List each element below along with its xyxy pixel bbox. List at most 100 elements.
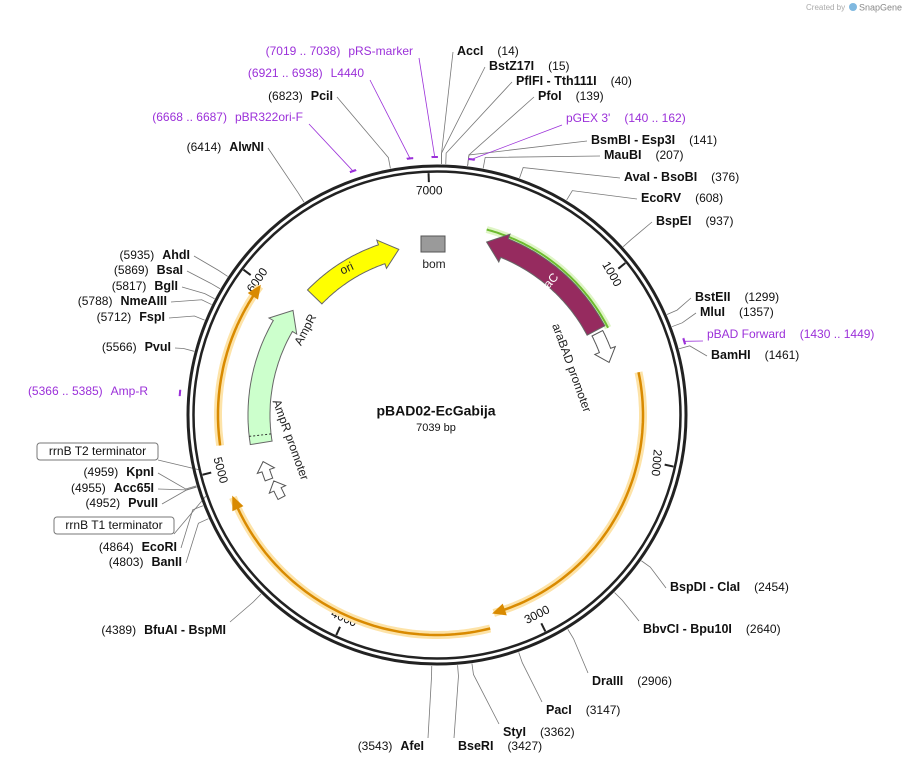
site-name: DraIII: [592, 674, 623, 688]
site-position: (5712): [97, 310, 132, 324]
orf-halo: [229, 495, 492, 639]
site-position: (3543): [358, 739, 393, 753]
site-name: BsaI: [157, 263, 183, 277]
site-label: BsmBI - Esp3I (141): [591, 133, 717, 147]
site-label: AccI (14): [457, 44, 519, 58]
tick-mark: [242, 268, 252, 276]
site-label: PacI (3147): [546, 703, 620, 717]
site-label: DraIII (2906): [592, 674, 672, 688]
orf-halo: [492, 371, 647, 617]
site-name: BstEII: [695, 290, 730, 304]
site-leader: [161, 486, 197, 505]
site-position: (40): [611, 74, 632, 88]
brand: SnapGene: [859, 2, 902, 12]
site-leader: [518, 652, 543, 703]
primer-name: pBR322ori-F: [235, 110, 303, 124]
tick-label: 2000: [649, 449, 665, 477]
site-name: EcoRV: [641, 191, 682, 205]
site-leader: [453, 665, 459, 739]
tick-mark: [202, 471, 212, 476]
tick-mark: [664, 463, 674, 468]
site-name: PvuI: [145, 340, 171, 354]
site-label: BspDI - ClaI (2454): [670, 580, 789, 594]
site-leader: [157, 472, 197, 490]
site-leader: [671, 312, 697, 328]
site-position: (4864): [99, 540, 134, 554]
site-leader: [641, 560, 667, 589]
site-name: BfuAI - BspMI: [144, 623, 226, 637]
site-label: BbvCI - Bpu10I (2640): [643, 622, 781, 636]
primer-label: pBAD Forward (1430 .. 1449): [707, 327, 874, 341]
primer-label: (6921 .. 6938) L4440: [248, 66, 364, 80]
terminator-label: rrnB T1 terminator: [65, 518, 162, 532]
terminator-leader: [173, 495, 207, 535]
site-label: (4952) PvuII: [85, 496, 158, 510]
primer-name: Amp-R: [111, 384, 149, 398]
site-name: PciI: [311, 89, 333, 103]
site-name: BstZ17I: [489, 59, 534, 73]
orf-arc: [216, 291, 257, 446]
site-leader: [666, 297, 692, 315]
primer-name: pRS-marker: [348, 44, 413, 58]
site-label: BseRI (3427): [458, 739, 542, 753]
orf-arc: [500, 371, 645, 613]
site-label: EcoRV (608): [641, 191, 723, 205]
site-leader: [174, 347, 195, 352]
primer-range: (6921 .. 6938): [248, 66, 323, 80]
site-name: StyI: [503, 725, 526, 739]
site-position: (937): [705, 214, 733, 228]
primer-name: pGEX 3': [566, 111, 610, 125]
primer-name: pBAD Forward: [707, 327, 786, 341]
site-leader: [614, 592, 640, 622]
primer-label: pGEX 3' (140 .. 162): [566, 111, 686, 125]
bom-box: [420, 235, 446, 253]
feature-label: ori: [338, 259, 356, 277]
site-name: EcoRI: [142, 540, 177, 554]
site-name: NmeAIII: [120, 294, 167, 308]
tick-label: 1000: [599, 259, 625, 289]
ampr-arrow: [247, 309, 298, 446]
primer-leader: [418, 57, 436, 158]
site-label: (5788) NmeAIII: [78, 294, 167, 308]
tick-mark: [540, 622, 547, 632]
primer-range: (1430 .. 1449): [800, 327, 875, 341]
arabad-promoter-arrow: [591, 329, 617, 364]
site-position: (5817): [112, 279, 147, 293]
site-label: (5935) AhdI: [120, 248, 190, 262]
site-leader: [519, 167, 621, 179]
site-leader: [566, 190, 638, 201]
site-label: BspEI (937): [656, 214, 733, 228]
primer-leader: [308, 123, 354, 172]
site-position: (2640): [746, 622, 781, 636]
site-name: BspDI - ClaI: [670, 580, 740, 594]
site-leader: [445, 81, 513, 165]
site-position: (4952): [85, 496, 120, 510]
site-name: BbvCI - Bpu10I: [643, 622, 732, 636]
site-name: KpnI: [126, 465, 154, 479]
site-label: BamHI (1461): [711, 348, 799, 362]
primer-mark: [349, 169, 357, 174]
site-position: (4955): [71, 481, 106, 495]
orf-head: [492, 603, 507, 616]
tick-label: 3000: [522, 602, 552, 627]
site-leader: [168, 315, 205, 321]
site-label: StyI (3362): [503, 725, 575, 739]
site-leader: [267, 147, 305, 203]
site-name: BglI: [154, 279, 178, 293]
site-position: (608): [695, 191, 723, 205]
primer-mark: [178, 389, 182, 397]
site-name: MluI: [700, 305, 725, 319]
plasmid-length: 7039 bp: [416, 422, 456, 434]
ampr-promoter-arrow: [256, 460, 276, 482]
site-name: PflFI - Tth111I: [516, 74, 597, 88]
site-label: PfoI (139): [538, 89, 604, 103]
site-label: (4803) BanII: [109, 555, 182, 569]
site-position: (376): [711, 170, 739, 184]
feature-label: bom: [422, 257, 445, 271]
site-leader: [336, 96, 391, 169]
site-leader: [482, 155, 601, 169]
site-position: (5935): [120, 248, 155, 262]
site-position: (1299): [744, 290, 779, 304]
site-position: (3362): [540, 725, 575, 739]
tick-label: 5000: [211, 455, 232, 485]
